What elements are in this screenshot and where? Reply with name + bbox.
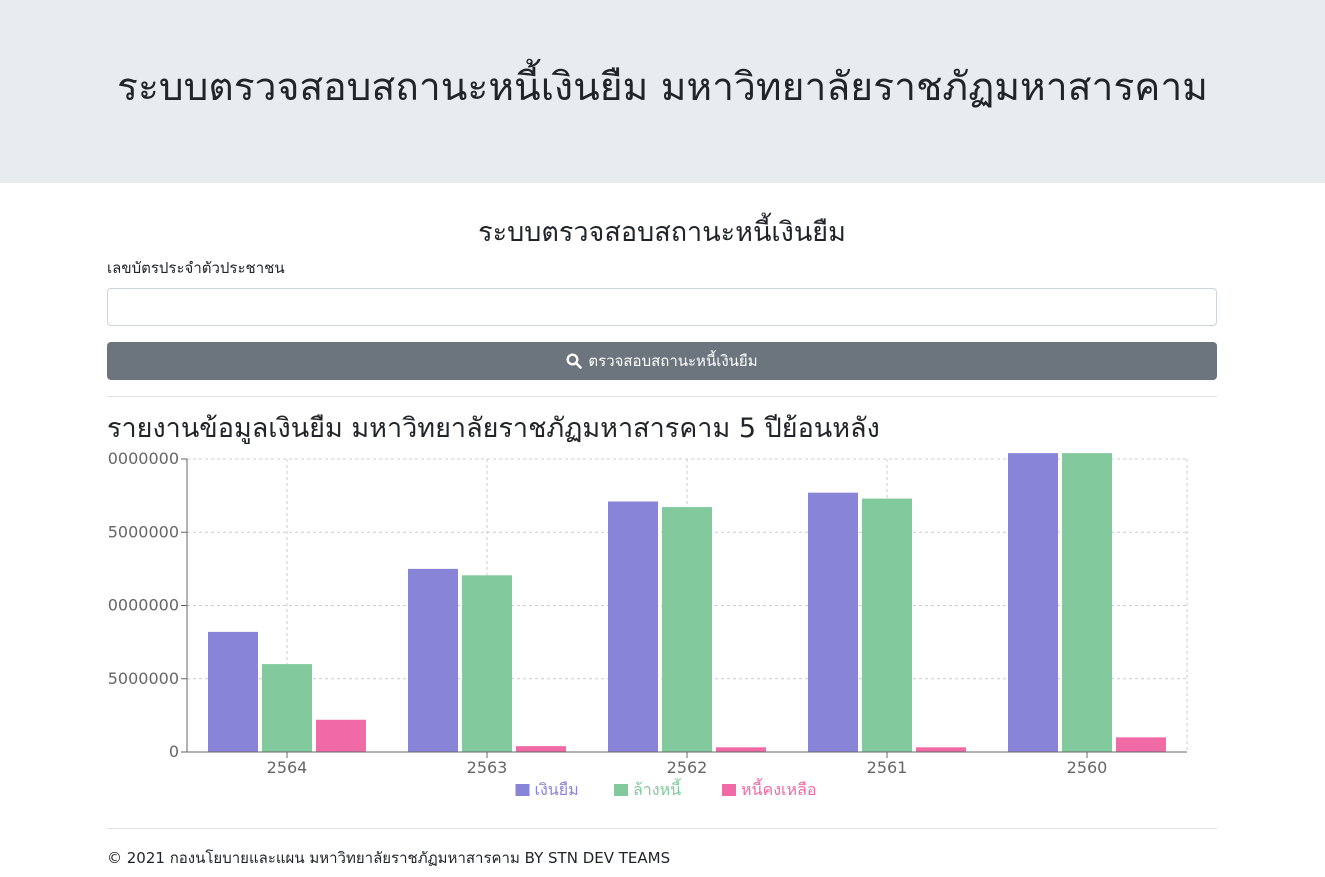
divider [107,396,1217,397]
bar [262,664,312,752]
y-tick-label: 100000000 [107,451,179,468]
bar [208,631,258,752]
bar [408,568,458,752]
y-tick-label: 0 [169,742,179,761]
bar [516,746,566,752]
jumbotron-header: ระบบตรวจสอบสถานะหนี้เงินยืม มหาวิทยาลัยร… [0,0,1325,183]
bar [662,507,712,752]
id-card-label: เลขบัตรประจำตัวประชาชน [107,259,285,277]
legend-label: หนี้คงเหลือ [741,778,816,799]
bar [462,575,512,752]
x-tick-label: 2563 [467,758,508,777]
divider [107,828,1217,829]
search-icon [566,353,583,369]
id-card-input[interactable] [107,288,1217,326]
y-tick-label: 25000000 [107,669,179,688]
check-status-button[interactable]: ตรวจสอบสถานะหนี้เงินยืม [107,342,1217,380]
x-tick-label: 2561 [867,758,908,777]
bar [1062,453,1112,752]
legend-label: ล้างหนี้ [633,778,682,799]
bar [608,501,658,752]
legend-swatch [515,784,530,796]
x-tick-label: 2560 [1067,758,1108,777]
form-title: ระบบตรวจสอบสถานะหนี้เงินยืม [478,217,846,248]
legend-swatch [722,784,736,796]
legend-swatch [614,784,628,796]
bar [808,492,858,752]
bar [1008,453,1058,752]
bar [316,719,366,752]
x-tick-label: 2562 [667,758,708,777]
bar [1116,737,1166,752]
report-title: รายงานข้อมูลเงินยืม มหาวิทยาลัยราชภัฏมหา… [107,413,880,444]
y-tick-label: 75000000 [107,522,179,541]
legend-label: เงินยืม [535,780,579,799]
bar [862,498,912,752]
bar [916,747,966,752]
check-status-button-label: ตรวจสอบสถานะหนี้เงินยืม [588,352,758,370]
page-title: ระบบตรวจสอบสถานะหนี้เงินยืม มหาวิทยาลัยร… [117,65,1208,110]
footer-copyright: © 2021 กองนโยบายและแผน มหาวิทยาลัยราชภัฏ… [107,849,671,867]
bar [716,747,766,752]
x-tick-label: 2564 [267,758,308,777]
